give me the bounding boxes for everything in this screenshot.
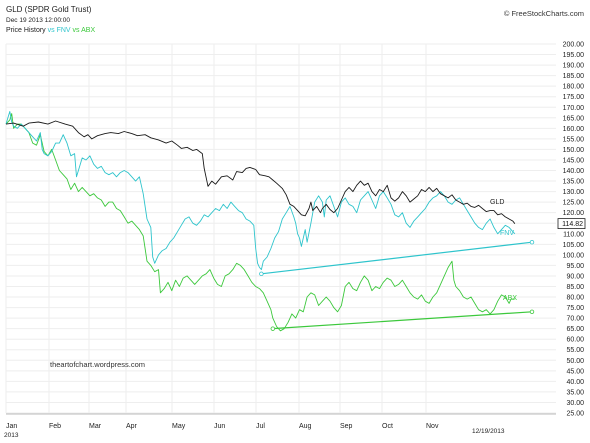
x-tick-label: Feb	[49, 423, 61, 430]
y-tick-label: 185.00	[563, 73, 585, 80]
x-tick-label: Nov	[426, 423, 439, 430]
series-label-abx: ABX	[503, 295, 517, 302]
y-tick-label: 50.00	[566, 358, 584, 365]
y-tick-label: 200.00	[563, 42, 585, 49]
x-tick-label: Mar	[89, 423, 102, 430]
x-tick-label: Aug	[299, 423, 312, 430]
trendline-fnv	[261, 241, 533, 275]
last-value-box	[557, 218, 586, 230]
series-line-gld	[5, 120, 516, 224]
y-tick-label: 65.00	[566, 326, 584, 333]
y-tick-label: 125.00	[563, 200, 585, 207]
x-tick-label: Oct	[382, 423, 393, 430]
y-tick-label: 100.00	[563, 252, 585, 259]
x-start-label: 2013	[4, 432, 19, 439]
legend-fnv: vs FNV	[47, 27, 71, 34]
y-tick-label: 30.00	[566, 400, 584, 407]
y-tick-label: 90.00	[566, 273, 584, 280]
y-tick-label: 135.00	[563, 179, 585, 186]
x-tick-label: Sep	[340, 423, 353, 430]
y-tick-label: 160.00	[563, 126, 585, 133]
y-tick-label: 120.00	[563, 210, 585, 217]
y-tick-label: 80.00	[566, 295, 584, 302]
y-axis: 200.00 195.00 190.00 185.00 180.00 175.00 170.…	[563, 42, 585, 418]
y-tick-label: 25.00	[566, 411, 584, 418]
y-tick-label: 180.00	[563, 84, 585, 91]
x-tick-label: Jan	[6, 423, 17, 430]
y-tick-label: 70.00	[566, 316, 584, 323]
y-tick-label: 150.00	[563, 147, 585, 154]
chart-title: GLD (SPDR Gold Trust)	[6, 5, 92, 14]
chart-grid	[5, 43, 556, 415]
series-label-gld: GLD	[490, 199, 504, 206]
y-tick-label: 145.00	[563, 157, 585, 164]
x-tick-label: Apr	[126, 423, 138, 430]
y-tick-label: 140.00	[563, 168, 585, 175]
y-tick-label: 170.00	[563, 105, 585, 112]
x-tick-label: Jun	[214, 423, 225, 430]
series-label-fnv: FNV	[500, 230, 514, 237]
y-tick-label: 105.00	[563, 242, 585, 249]
watermark: theartofchart.wordpress.com	[50, 360, 145, 369]
y-tick-label: 175.00	[563, 94, 585, 101]
y-tick-label: 45.00	[566, 368, 584, 375]
y-tick-label: 55.00	[566, 347, 584, 354]
x-tick-label: Jul	[256, 423, 265, 430]
chart-legend: Price History vs FNV vs ABX	[6, 27, 95, 34]
y-tick-label: 60.00	[566, 337, 584, 344]
y-tick-label: 130.00	[563, 189, 585, 196]
series-line-fnv	[5, 111, 516, 271]
legend-abx: vs ABX	[72, 27, 96, 34]
trendline-anchor	[529, 309, 535, 314]
trendline-abx	[272, 311, 533, 330]
chart-date: Dec 19 2013 12:00:00	[6, 17, 70, 24]
trendline-anchor	[529, 240, 535, 245]
y-tick-label: 110.00	[563, 231, 584, 238]
series-lines	[5, 111, 516, 332]
series-line-abx	[5, 113, 515, 332]
y-tick-label: 165.00	[563, 115, 585, 122]
brand-credit: © FreeStockCharts.com	[503, 9, 584, 18]
trendlines	[259, 240, 535, 331]
x-tick-label: May	[172, 423, 186, 430]
y-tick-label: 190.00	[563, 63, 585, 70]
trendline-anchor	[259, 271, 264, 277]
y-tick-label: 95.00	[566, 263, 584, 270]
y-tick-label: 85.00	[566, 284, 584, 291]
trendline-anchor	[270, 326, 276, 331]
last-value-label: 114.82	[562, 221, 583, 228]
y-tick-label: 195.00	[563, 52, 585, 59]
y-tick-label: 155.00	[563, 136, 585, 143]
y-tick-label: 40.00	[566, 379, 584, 386]
series-labels: GLD FNV ABX 114.82	[490, 199, 586, 302]
y-tick-label: 75.00	[566, 305, 584, 312]
x-end-label: 12/19/2013	[472, 428, 505, 435]
y-tick-label: 35.00	[566, 389, 584, 396]
x-axis: Jan Feb Mar Apr May Jun Jul Aug Sep Oct Nov 2013 12/…	[4, 423, 505, 439]
legend-base: Price History	[6, 27, 46, 34]
